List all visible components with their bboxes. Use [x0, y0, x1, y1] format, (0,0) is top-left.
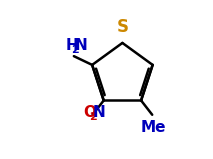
Text: N: N — [75, 38, 88, 52]
Text: N: N — [93, 105, 106, 120]
Text: 2: 2 — [71, 45, 79, 55]
Text: 2: 2 — [89, 112, 97, 122]
Text: S: S — [116, 18, 128, 36]
Text: O: O — [83, 105, 96, 120]
Text: H: H — [65, 38, 78, 52]
Text: Me: Me — [140, 120, 166, 135]
